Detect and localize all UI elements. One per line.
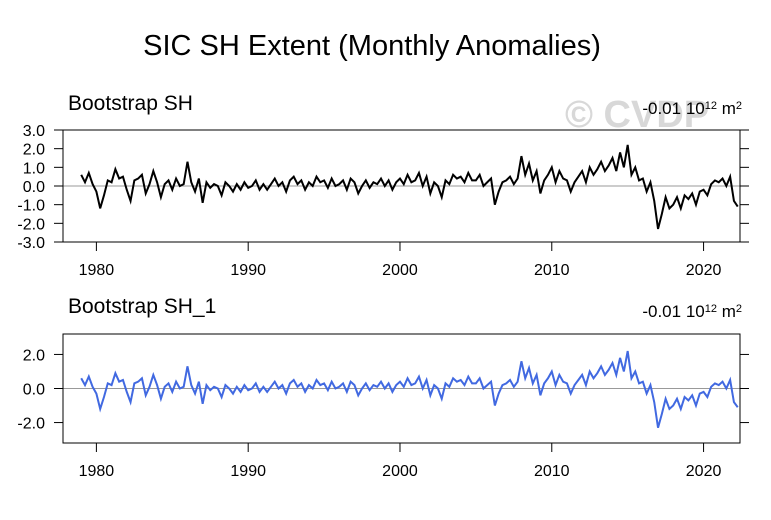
- y-tick-label: -1.0: [17, 198, 45, 215]
- x-tick-label: 2000: [382, 463, 418, 480]
- units-part: 2: [736, 303, 742, 315]
- units-part: 12: [705, 100, 717, 112]
- x-tick-label: 2020: [686, 262, 722, 279]
- panel-title: Bootstrap SH_1: [68, 295, 216, 318]
- units-part: 2: [736, 100, 742, 112]
- watermark: © CVDP: [565, 94, 709, 136]
- y-tick-label: 2.0: [23, 347, 45, 364]
- y-tick-label: 1.0: [23, 160, 45, 177]
- x-tick-label: 1990: [230, 262, 266, 279]
- units: -0.01 1012 m2: [642, 302, 742, 321]
- x-tick-label: 2020: [686, 463, 722, 480]
- y-tick-label: 3.0: [23, 123, 45, 140]
- units-part: m: [717, 99, 736, 118]
- x-tick-label: 1990: [230, 463, 266, 480]
- y-tick-label: 0.0: [23, 179, 45, 196]
- y-tick-label: -3.0: [17, 235, 45, 252]
- y-tick-label: -2.0: [17, 216, 45, 233]
- panel-title: Bootstrap SH: [68, 92, 193, 115]
- y-tick-label: 0.0: [23, 382, 45, 399]
- data-line: [80, 350, 739, 428]
- x-tick-label: 2010: [534, 262, 570, 279]
- units-part: 12: [705, 303, 717, 315]
- x-tick-label: 1980: [79, 262, 115, 279]
- x-tick-label: 1980: [79, 463, 115, 480]
- units: -0.01 1012 m2: [642, 99, 742, 118]
- y-tick-label: 2.0: [23, 142, 45, 159]
- units-part: -0.01 10: [642, 99, 704, 118]
- chart-title: SIC SH Extent (Monthly Anomalies): [143, 30, 601, 62]
- units-part: -0.01 10: [642, 302, 704, 321]
- data-line: [80, 144, 739, 230]
- units-part: m: [717, 302, 736, 321]
- y-tick-label: -2.0: [17, 416, 45, 433]
- x-tick-label: 2010: [534, 463, 570, 480]
- x-tick-label: 2000: [382, 262, 418, 279]
